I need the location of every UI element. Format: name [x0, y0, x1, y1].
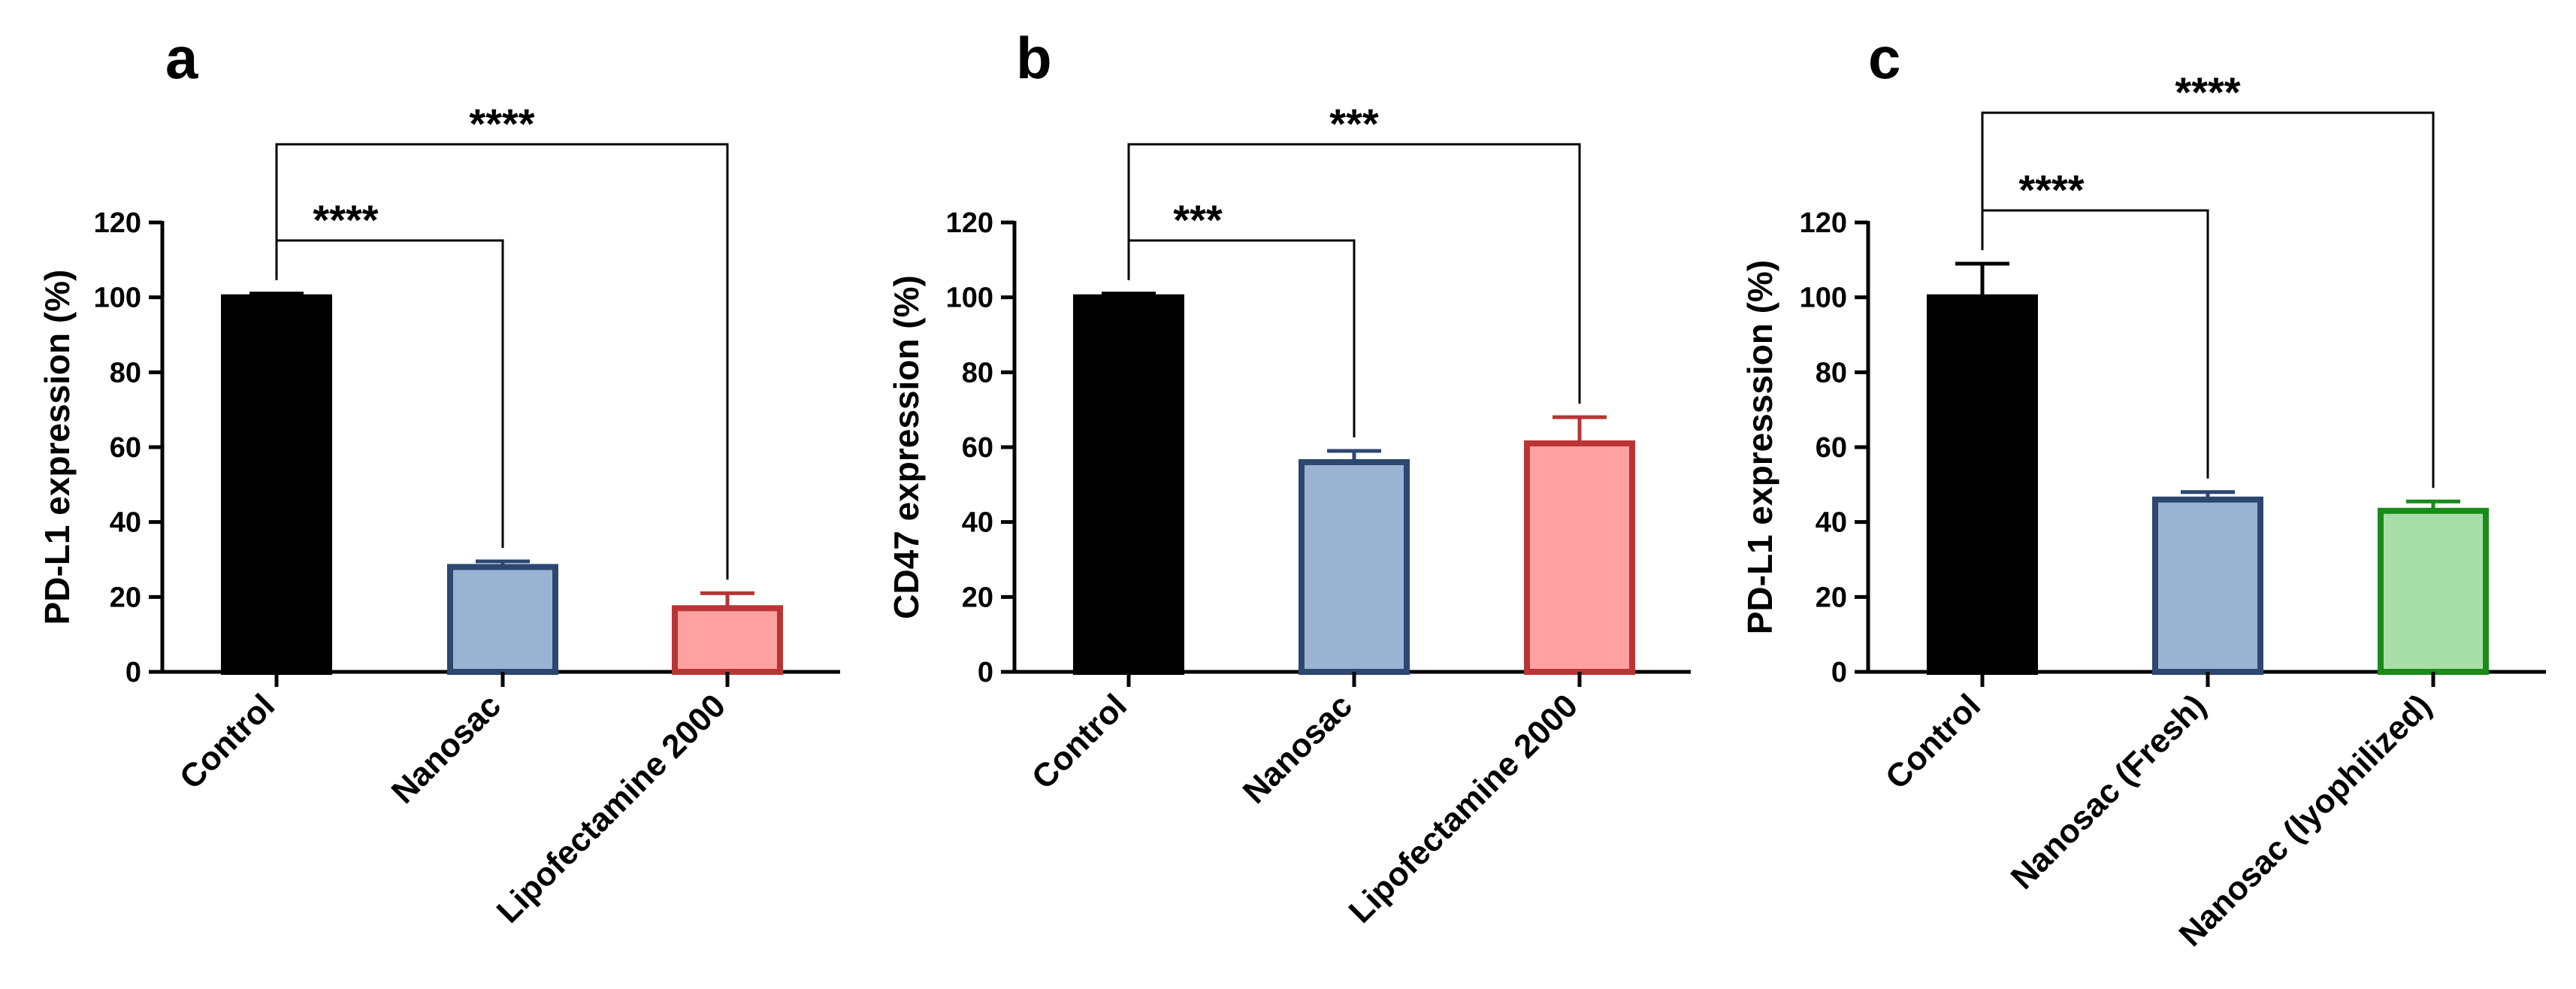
y-tick-label: 60 [962, 432, 993, 464]
significance-label: **** [469, 100, 534, 147]
y-tick-label: 100 [1800, 283, 1847, 314]
x-category-label: Nanosac [385, 687, 508, 810]
x-category-label: Lipofectamine 2000 [1342, 687, 1585, 930]
panel-c: c PD-L1 expresssion (%) 0 20 40 60 80 100 120 Con… [1740, 25, 2546, 954]
y-tick-label: 20 [1816, 582, 1847, 613]
x-category-label: Nanosac [1236, 687, 1359, 810]
y-axis-title: PD-L1 expresssion (%) [1740, 260, 1779, 634]
y-tick-label: 60 [110, 432, 141, 464]
y-tick-label: 40 [962, 507, 993, 539]
bar [1524, 440, 1635, 675]
panel-letter: b [1016, 25, 1052, 91]
panel-a: a PD-L1 expression (%) 0 20 40 60 80 100 120 Cont… [38, 25, 840, 930]
y-tick-label: 0 [978, 657, 993, 688]
significance-bracket [1127, 143, 1581, 404]
y-tick-label: 40 [110, 507, 141, 539]
panel-letter: a [165, 25, 198, 91]
bar [1073, 294, 1184, 675]
x-category-label: Nanosac (lyophilized) [2172, 687, 2438, 953]
y-tick-label: 40 [1816, 507, 1847, 539]
bar [2152, 496, 2263, 675]
bar [1299, 458, 1410, 676]
significance-label: **** [313, 196, 378, 243]
y-tick-label: 60 [1816, 432, 1847, 464]
y-tick-label: 80 [110, 357, 141, 389]
y-tick-label: 120 [1800, 207, 1847, 239]
x-category-label: Control [173, 687, 282, 796]
bar [2378, 507, 2489, 676]
x-category-label: Control [1879, 687, 1988, 796]
y-tick-label: 20 [962, 582, 993, 613]
y-tick-label: 0 [125, 657, 141, 688]
y-tick-label: 100 [946, 283, 993, 314]
significance-label: *** [1329, 100, 1379, 147]
y-tick-label: 80 [962, 357, 993, 389]
bar [672, 605, 783, 675]
y-tick-label: 120 [94, 207, 141, 239]
significance-label: **** [2175, 68, 2240, 116]
bar [221, 294, 332, 675]
y-axis-title: CD47 expression (%) [887, 275, 926, 619]
significance-label: **** [2018, 166, 2084, 213]
y-tick-label: 0 [1831, 657, 1847, 688]
bar [1927, 294, 2038, 675]
y-tick-label: 80 [1816, 357, 1847, 389]
y-tick-label: 100 [94, 283, 141, 314]
significance-label: *** [1173, 196, 1223, 243]
y-tick-label: 120 [946, 207, 993, 239]
significance-bracket [275, 143, 729, 580]
x-category-label: Lipofectamine 2000 [490, 687, 733, 930]
significance-bracket [1981, 111, 2435, 488]
y-tick-label: 20 [110, 582, 141, 613]
x-category-label: Control [1025, 687, 1134, 796]
y-axis-title: PD-L1 expression (%) [38, 270, 77, 625]
panel-letter: c [1868, 25, 1900, 91]
panel-b: b CD47 expression (%) 0 20 40 60 80 100 120 Contr… [887, 25, 1691, 930]
bar [447, 564, 558, 676]
x-category-label: Nanosac (Fresh) [2004, 687, 2213, 896]
